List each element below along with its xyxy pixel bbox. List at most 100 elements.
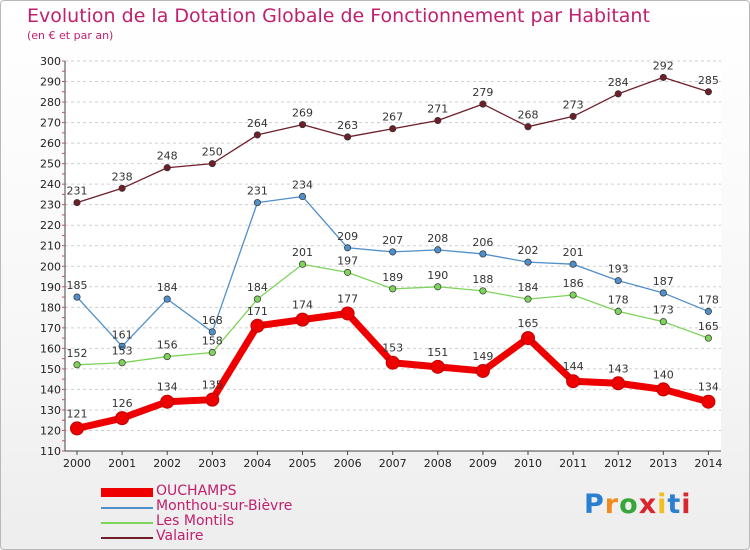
legend-label: Monthou-sur-Bièvre [156, 498, 293, 514]
data-label: 250 [202, 146, 223, 159]
data-point [253, 295, 261, 303]
data-point [163, 295, 171, 303]
data-point [298, 121, 307, 129]
y-tick-label: 210 [40, 240, 61, 253]
data-label: 156 [157, 339, 178, 352]
data-point [659, 318, 667, 326]
x-tick-label: 2009 [469, 457, 497, 470]
data-point [115, 411, 130, 426]
data-label: 126 [112, 397, 133, 410]
data-point [569, 260, 577, 268]
data-label: 231 [67, 185, 88, 198]
data-label: 153 [382, 342, 403, 355]
data-label: 165 [518, 317, 539, 330]
data-label: 173 [653, 304, 674, 317]
x-tick-label: 2007 [379, 457, 407, 470]
data-point [611, 376, 626, 391]
data-label: 184 [247, 281, 268, 294]
data-point [569, 291, 577, 299]
data-point [118, 184, 126, 192]
y-tick-label: 250 [40, 158, 61, 171]
data-point [434, 283, 442, 291]
data-label: 268 [518, 109, 539, 122]
data-label: 151 [427, 346, 448, 359]
legend-swatch [101, 507, 153, 509]
y-tick-label: 230 [40, 199, 61, 212]
x-tick-label: 2001 [108, 457, 136, 470]
data-point [389, 125, 397, 133]
data-point [298, 192, 307, 201]
x-tick-label: 2011 [559, 457, 587, 470]
y-tick-label: 190 [40, 281, 61, 294]
data-label: 201 [563, 246, 584, 259]
legend-label: Valaire [156, 528, 204, 544]
data-point [704, 307, 712, 315]
legend-label: OUCHAMPS [156, 483, 237, 499]
legend-swatch [101, 488, 153, 497]
data-point [479, 100, 487, 108]
data-point [701, 394, 716, 409]
data-label: 152 [67, 347, 88, 360]
data-point [73, 293, 81, 301]
data-label: 165 [698, 320, 719, 333]
data-point [389, 248, 397, 256]
data-point [208, 348, 216, 357]
data-point [118, 342, 126, 350]
data-label: 185 [67, 279, 88, 292]
x-tick-label: 2012 [604, 457, 632, 470]
data-label: 134 [157, 381, 178, 394]
data-label: 178 [698, 293, 719, 306]
data-point [160, 394, 175, 409]
data-label: 285 [698, 74, 719, 87]
y-tick-label: 220 [40, 219, 61, 232]
data-point [250, 318, 265, 333]
data-point [434, 116, 442, 125]
data-label: 267 [382, 111, 403, 124]
data-point [253, 131, 261, 139]
chart-subtitle: (en € et par an) [27, 29, 114, 42]
y-tick-label: 200 [40, 260, 61, 273]
data-point [614, 307, 622, 315]
data-label: 158 [202, 334, 223, 347]
data-point [434, 246, 442, 254]
data-point [659, 289, 667, 297]
legend-swatch [101, 537, 153, 539]
data-label: 144 [563, 360, 584, 373]
data-label: 207 [382, 234, 403, 247]
x-tick-label: 2000 [63, 457, 91, 470]
y-tick-label: 240 [40, 178, 61, 191]
data-point [569, 112, 577, 120]
data-label: 234 [292, 178, 313, 191]
data-label: 284 [608, 76, 629, 89]
data-label: 209 [337, 230, 358, 243]
y-tick-label: 120 [40, 424, 61, 437]
data-point [566, 374, 581, 389]
y-tick-label: 160 [40, 342, 61, 355]
data-point [704, 334, 712, 342]
y-tick-label: 290 [40, 76, 61, 89]
chart-title: Evolution de la Dotation Globale de Fonc… [27, 5, 650, 27]
x-tick-label: 2003 [198, 457, 226, 470]
data-label: 184 [157, 281, 178, 294]
legend-label: Les Montils [156, 513, 234, 529]
data-label: 149 [472, 350, 493, 363]
proxiti-logo: Proxiti [584, 489, 692, 520]
data-label: 153 [112, 345, 133, 358]
y-tick-label: 270 [40, 117, 61, 130]
data-point [73, 361, 81, 369]
data-point [208, 160, 216, 168]
data-label: 135 [202, 379, 223, 392]
data-point [475, 363, 490, 378]
x-tick-label: 2004 [243, 457, 271, 470]
x-tick-label: 2014 [694, 457, 722, 470]
data-point [205, 392, 220, 407]
data-label: 121 [67, 407, 88, 420]
data-label: 264 [247, 117, 268, 130]
data-point [253, 199, 261, 207]
data-point [524, 295, 532, 303]
data-point [430, 359, 445, 374]
y-tick-label: 130 [40, 404, 61, 417]
data-label: 279 [472, 86, 493, 99]
data-label: 189 [382, 271, 403, 284]
data-point [298, 260, 307, 268]
